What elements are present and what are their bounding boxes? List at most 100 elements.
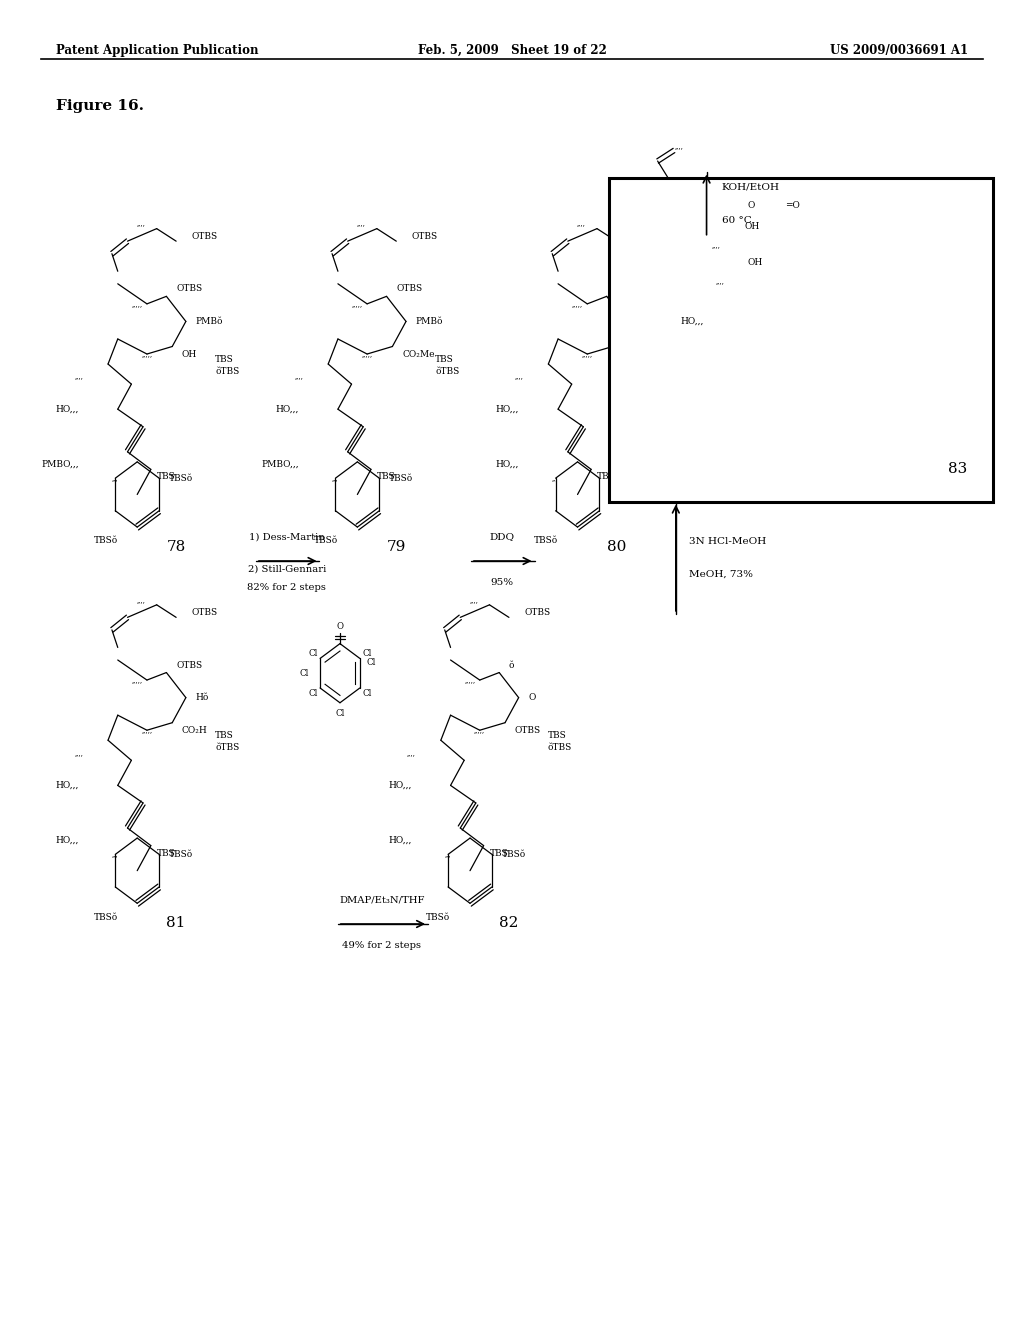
Text: HO,,,: HO,,,: [55, 405, 79, 413]
Text: O: O: [337, 622, 343, 631]
Text: OH: OH: [748, 257, 763, 267]
Text: DMAP/Et₃N/THF: DMAP/Et₃N/THF: [339, 895, 425, 904]
Text: TBS: TBS: [655, 355, 674, 363]
Text: 83: 83: [948, 462, 967, 475]
Text: ,,,,: ,,,,: [716, 277, 724, 285]
Text: ,,,,,: ,,,,,: [572, 300, 583, 308]
Text: Cl: Cl: [362, 648, 372, 657]
Text: 95%: 95%: [490, 578, 513, 587]
Text: TBSŏ: TBSŏ: [169, 850, 194, 859]
Text: HO,,,: HO,,,: [388, 836, 412, 845]
Text: ,,,,: ,,,,: [75, 372, 83, 380]
Text: HO,,,: HO,,,: [55, 781, 79, 789]
Text: O: O: [528, 693, 536, 702]
Text: ŏTBS: ŏTBS: [435, 367, 460, 376]
Text: ,,,,,: ,,,,,: [352, 300, 362, 308]
Text: ,,,,,: ,,,,,: [141, 350, 153, 358]
Text: TBSŏ: TBSŏ: [389, 474, 414, 483]
Text: TBSŏ: TBSŏ: [534, 536, 558, 545]
Text: ŏTBS: ŏTBS: [215, 743, 240, 752]
Text: Cl: Cl: [335, 709, 345, 718]
Text: DDQ: DDQ: [489, 532, 514, 541]
Text: TBSŏ: TBSŏ: [609, 474, 634, 483]
Text: ,,,: ,,,: [112, 850, 119, 858]
Text: OTBS: OTBS: [616, 284, 643, 293]
Text: TBSŏ: TBSŏ: [313, 536, 338, 545]
Text: MeOH, 73%: MeOH, 73%: [689, 570, 754, 578]
Text: ,,,,: ,,,,: [515, 372, 523, 380]
Text: ,,,: ,,,: [112, 474, 119, 482]
Text: ,,,,: ,,,,: [712, 242, 721, 249]
Text: TBS: TBS: [548, 731, 566, 739]
Text: OTBS: OTBS: [412, 231, 438, 240]
Text: Cl: Cl: [362, 689, 372, 698]
Text: ,,,,: ,,,,: [295, 372, 303, 380]
Text: 81: 81: [167, 916, 185, 931]
Text: ,,,: ,,,: [444, 850, 452, 858]
Text: OTBS: OTBS: [176, 660, 203, 669]
Text: 3N HCl-MeOH: 3N HCl-MeOH: [689, 537, 766, 545]
Text: OTBS: OTBS: [396, 284, 423, 293]
Text: TBS: TBS: [435, 355, 454, 363]
Text: OTBS: OTBS: [632, 231, 658, 240]
Text: HO,,,: HO,,,: [496, 405, 519, 413]
Text: TBS: TBS: [215, 731, 233, 739]
Text: OTBS: OTBS: [191, 231, 218, 240]
Text: HO,,,: HO,,,: [680, 317, 703, 326]
Text: Feb. 5, 2009   Sheet 19 of 22: Feb. 5, 2009 Sheet 19 of 22: [418, 44, 606, 57]
Text: OTBS: OTBS: [515, 726, 541, 735]
Text: ,,,,: ,,,,: [469, 595, 478, 603]
Text: ,,,: ,,,: [332, 474, 339, 482]
Text: ,,,,: ,,,,: [577, 219, 586, 227]
Text: ,,,,,: ,,,,,: [141, 726, 153, 734]
Text: 82: 82: [500, 916, 518, 931]
Text: =O: =O: [785, 201, 801, 210]
Text: US 2009/0036691 A1: US 2009/0036691 A1: [829, 44, 968, 57]
Text: ,,,: ,,,: [552, 474, 559, 482]
Text: HO,,,: HO,,,: [388, 781, 412, 789]
Text: Cl: Cl: [299, 669, 308, 677]
Text: TBS: TBS: [157, 849, 175, 858]
Text: ,,,,,: ,,,,,: [474, 726, 485, 734]
Text: ,,,,: ,,,,: [408, 748, 416, 756]
Text: ,,,,,: ,,,,,: [582, 350, 593, 358]
Text: ,,,,: ,,,,: [136, 595, 145, 603]
Text: PMBŏ: PMBŏ: [416, 317, 443, 326]
Text: Cl: Cl: [308, 689, 317, 698]
Text: 78: 78: [167, 540, 185, 554]
Text: TBS: TBS: [597, 473, 615, 482]
Text: ŏ: ŏ: [509, 660, 514, 669]
Text: ,,,,: ,,,,: [75, 748, 83, 756]
Text: OTBS: OTBS: [176, 284, 203, 293]
Text: O: O: [748, 201, 755, 210]
Text: HO,,,: HO,,,: [496, 459, 519, 469]
Text: OTBS: OTBS: [191, 607, 218, 616]
Text: TBS: TBS: [157, 473, 175, 482]
Text: ,,,,,: ,,,,,: [132, 676, 142, 684]
Text: ŏTBS: ŏTBS: [215, 367, 240, 376]
Text: Cl: Cl: [367, 659, 376, 667]
Text: 79: 79: [387, 540, 406, 554]
Text: 1) Dess-Martin: 1) Dess-Martin: [249, 532, 325, 541]
Text: HO,,,: HO,,,: [55, 836, 79, 845]
Text: 2) Still-Gennari: 2) Still-Gennari: [248, 565, 326, 574]
Text: Hŏ: Hŏ: [196, 693, 209, 702]
Text: TBS: TBS: [215, 355, 233, 363]
Text: CO₂Me: CO₂Me: [623, 350, 654, 359]
Text: PMBO,,,: PMBO,,,: [261, 459, 299, 469]
Text: Cl: Cl: [308, 648, 317, 657]
Text: TBSŏ: TBSŏ: [169, 474, 194, 483]
Text: OH: OH: [744, 222, 760, 231]
Text: ,,,,,: ,,,,,: [132, 300, 142, 308]
Bar: [609, 178, 993, 502]
Text: 82% for 2 steps: 82% for 2 steps: [247, 583, 327, 593]
Text: TBSŏ: TBSŏ: [426, 912, 451, 921]
Text: ,,,,: ,,,,: [675, 143, 683, 150]
Text: 49% for 2 steps: 49% for 2 steps: [342, 941, 422, 950]
Text: TBS: TBS: [377, 473, 395, 482]
Text: Figure 16.: Figure 16.: [56, 99, 144, 114]
Text: OTBS: OTBS: [524, 607, 551, 616]
Text: TBSŏ: TBSŏ: [93, 912, 118, 921]
Text: ŏTBS: ŏTBS: [548, 743, 572, 752]
Text: 80: 80: [607, 540, 626, 554]
